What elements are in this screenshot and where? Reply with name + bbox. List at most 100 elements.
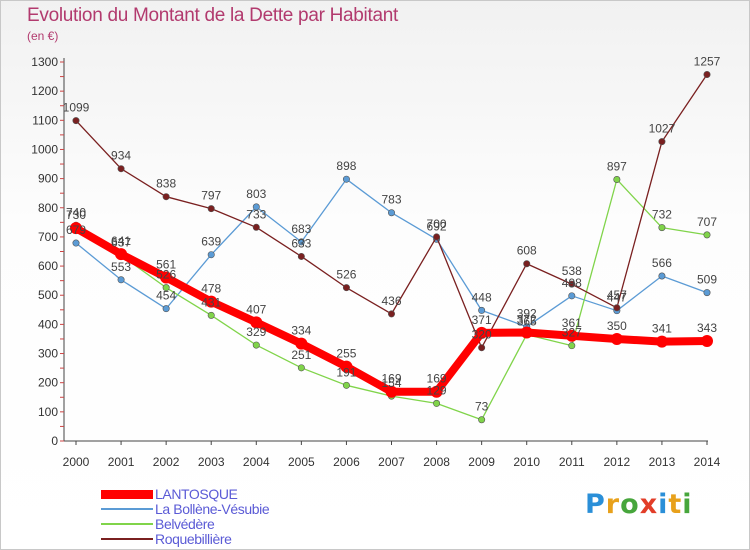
data-label: 732 [652,208,672,222]
data-label: 526 [156,268,176,282]
data-label: 608 [517,244,537,258]
data-point [72,239,80,247]
y-tick-label: 1000 [31,142,58,156]
data-point [250,316,263,329]
data-label: 679 [66,223,86,237]
data-label: 327 [562,326,582,340]
data-label: 457 [607,288,627,302]
series-line [72,224,711,396]
data-label: 392 [517,307,537,321]
data-point [613,175,621,183]
data-label: 320 [472,328,492,342]
data-label: 447 [607,291,627,305]
data-label: 431 [201,295,221,309]
data-label: 897 [607,159,627,173]
data-label: 637 [111,235,131,249]
legend-swatch [101,523,153,525]
x-tick-label: 2011 [559,455,585,469]
y-tick-label: 0 [51,434,58,448]
data-point [72,117,80,125]
data-label: 251 [291,348,311,362]
data-point [117,276,125,284]
data-point [703,71,711,79]
data-label: 934 [111,149,131,163]
logo-letter: i [658,489,669,520]
x-tick-label: 2012 [604,455,631,469]
data-point [568,342,576,350]
x-tick-label: 2003 [198,455,225,469]
data-label: 803 [246,187,266,201]
logo-letter: i [682,489,693,520]
x-tick-label: 2001 [108,455,135,469]
data-label: 639 [201,235,221,249]
logo-letter: o [620,489,640,520]
data-point [703,289,711,297]
data-label: 448 [472,290,492,304]
data-label: 730 [66,208,86,222]
data-point [565,329,578,342]
x-tick-label: 2005 [288,455,315,469]
data-label: 365 [517,315,537,329]
data-label: 898 [336,159,356,173]
data-label: 838 [156,177,176,191]
data-point [385,385,398,398]
data-point [613,304,621,312]
data-label: 478 [201,282,221,296]
data-point [162,305,170,313]
data-label: 154 [381,376,401,390]
data-label: 372 [517,313,537,327]
data-point [70,222,82,235]
y-tick-label: 400 [38,317,58,331]
data-point [342,284,350,292]
data-point [478,416,486,424]
x-tick-label: 2013 [649,455,676,469]
data-point [342,381,350,389]
data-label: 641 [111,234,131,248]
data-label: 707 [697,215,717,229]
data-label: 255 [336,347,356,361]
data-point [610,332,623,345]
data-point [297,238,305,246]
data-point [252,223,260,231]
data-point [295,337,308,350]
data-point [433,399,441,407]
logo-letter: x [639,489,659,520]
legend-label: Belvédère [155,516,215,532]
data-label: 683 [291,222,311,236]
y-tick-label: 100 [38,405,58,419]
x-tick-label: 2000 [63,455,90,469]
data-label: 350 [607,319,627,333]
data-point [162,284,170,292]
data-label: 538 [562,264,582,278]
y-tick-label: 1100 [32,113,58,127]
x-tick-label: 2006 [333,455,360,469]
data-point [252,341,260,349]
data-label: 553 [111,260,131,274]
data-label: 561 [156,257,176,271]
data-point [701,335,713,348]
data-point [658,138,666,146]
data-point [342,175,350,183]
x-tick-label: 2008 [423,455,450,469]
data-label: 783 [381,193,401,207]
data-label: 361 [562,316,582,330]
legend-item: LANTOSQUE [101,486,361,502]
data-point [387,310,395,318]
data-point [658,272,666,280]
data-label: 407 [246,302,266,316]
y-tick-label: 800 [38,201,58,215]
data-point [340,360,353,373]
data-label: 169 [427,372,447,386]
y-tick-label: 500 [38,288,58,302]
proxiti-logo: Proxiti [585,489,693,520]
data-label: 129 [427,383,447,397]
data-point [523,260,531,268]
data-point [520,326,533,339]
legend-label: LANTOSQUE [155,486,238,502]
data-label: 633 [291,236,311,250]
data-point [297,364,305,372]
y-tick-label: 600 [38,259,58,273]
data-label: 700 [427,217,447,231]
legend-swatch [101,490,153,499]
data-point [115,248,128,261]
